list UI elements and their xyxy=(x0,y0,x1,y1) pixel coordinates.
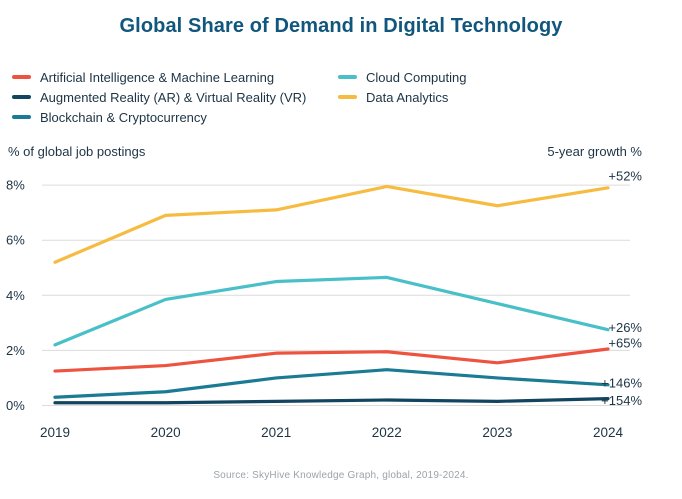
y-tick-label: 4% xyxy=(6,288,25,303)
legend: Artificial Intelligence & Machine Learni… xyxy=(12,67,672,127)
legend-item-label: Artificial Intelligence & Machine Learni… xyxy=(40,69,275,85)
growth-annotation-artificial-intelligence-machine-learning: +65% xyxy=(608,336,642,351)
y-tick-label: 0% xyxy=(6,398,25,413)
legend-item-label: Cloud Computing xyxy=(366,69,467,85)
legend-item-augmented-reality-ar-virtual-reality-vr: Augmented Reality (AR) & Virtual Reality… xyxy=(12,87,338,107)
legend-item-cloud-computing: Cloud Computing xyxy=(338,67,466,87)
y-tick-label: 8% xyxy=(6,178,25,193)
series-line-blockchain-cryptocurrency xyxy=(53,368,610,399)
legend-swatch-icon xyxy=(12,95,31,99)
chart-svg: 0% 2% 4% 6% 8% 2019 2020 2021 2022 2023 2024 +65% +1… xyxy=(6,168,642,440)
chart-title: Global Share of Demand in Digital Techno… xyxy=(119,15,563,37)
growth-annotation-cloud-computing: +26% xyxy=(608,320,642,335)
series-line-data-analytics xyxy=(53,184,610,264)
legend-item-blockchain-cryptocurrency: Blockchain & Cryptocurrency xyxy=(12,107,338,127)
legend-column-2: Cloud Computing Data Analytics xyxy=(338,67,466,127)
legend-column-1: Artificial Intelligence & Machine Learni… xyxy=(12,67,338,127)
legend-item-data-analytics: Data Analytics xyxy=(338,87,466,107)
legend-swatch-icon xyxy=(12,115,31,119)
legend-swatch-icon xyxy=(338,75,357,79)
x-tick-label: 2022 xyxy=(372,425,402,440)
x-tick-label: 2024 xyxy=(593,425,624,440)
growth-annotation-data-analytics: +52% xyxy=(608,168,642,183)
x-tick-label: 2019 xyxy=(40,425,70,440)
x-tick-label: 2020 xyxy=(151,425,181,440)
y-tick-label: 2% xyxy=(6,343,25,358)
x-tick-label: 2023 xyxy=(482,425,512,440)
legend-item-artificial-intelligence-machine-learning: Artificial Intelligence & Machine Learni… xyxy=(12,67,338,87)
source-note: Source: SkyHive Knowledge Graph, global,… xyxy=(213,470,469,481)
x-tick-label: 2021 xyxy=(261,425,291,440)
growth-annotation-blockchain-cryptocurrency: +146% xyxy=(601,375,642,390)
legend-item-label: Blockchain & Cryptocurrency xyxy=(40,109,207,125)
legend-item-label: Augmented Reality (AR) & Virtual Reality… xyxy=(40,89,307,105)
legend-swatch-icon xyxy=(338,95,357,99)
legend-swatch-icon xyxy=(12,75,31,79)
y-tick-label: 6% xyxy=(6,233,25,248)
growth-annotation-augmented-reality-ar-virtual-reality-vr: +154% xyxy=(601,393,642,408)
y-axis-caption: % of global job postings xyxy=(8,144,146,159)
series-line-artificial-intelligence-machine-learning xyxy=(53,347,610,373)
legend-item-label: Data Analytics xyxy=(366,89,449,105)
growth-axis-caption: 5-year growth % xyxy=(547,144,642,159)
series-line-augmented-reality-ar-virtual-reality-vr xyxy=(53,397,610,405)
series-line-cloud-computing xyxy=(53,275,610,347)
